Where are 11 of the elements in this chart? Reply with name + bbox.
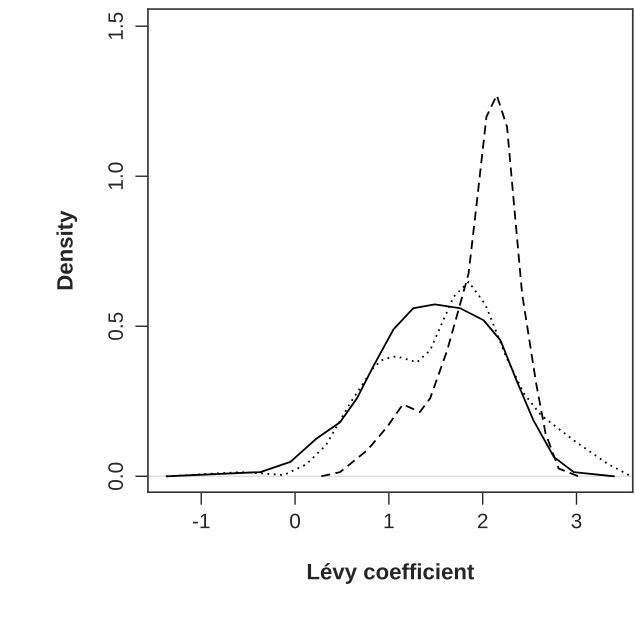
x-axis-title: Lévy coefficient	[308, 563, 474, 584]
x-tick-label: -1	[192, 514, 210, 528]
y-tick-label: 0.0	[108, 462, 124, 490]
y-tick-label: 0.5	[108, 312, 124, 340]
x-tick-label: 1	[384, 514, 394, 528]
y-axis-title: Density	[56, 210, 78, 290]
y-tick-label: 1.5	[108, 12, 124, 40]
x-tick-label: 2	[478, 514, 488, 528]
x-tick-label: 3	[571, 514, 582, 528]
x-tick-label: 0	[290, 514, 300, 528]
y-tick-label: 1.0	[108, 162, 124, 190]
